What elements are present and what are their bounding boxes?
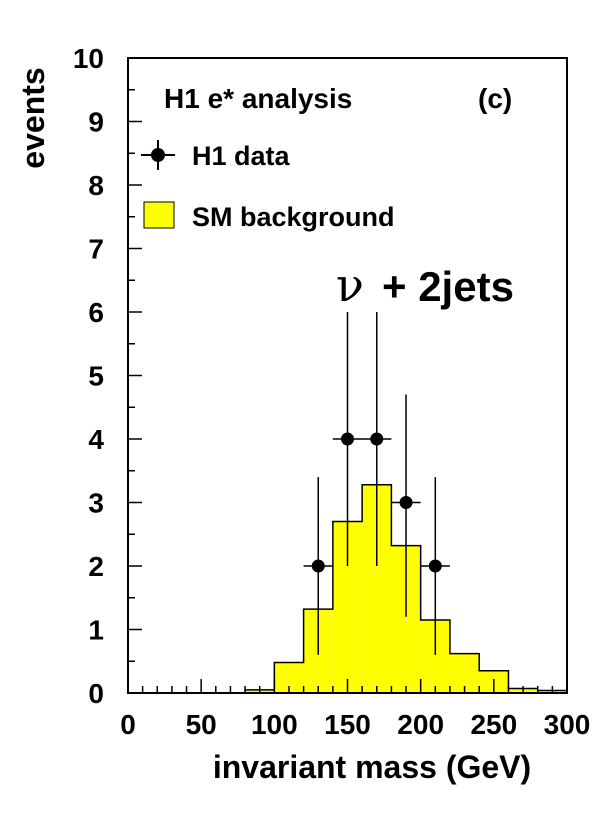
y-tick-label: 7 — [88, 234, 104, 265]
data-point — [332, 312, 363, 566]
y-tick-label: 6 — [88, 297, 104, 328]
y-tick-label: 5 — [88, 361, 104, 392]
axis-ticks — [127, 57, 568, 694]
y-tick-label: 2 — [88, 551, 104, 582]
channel-symbol: ν — [336, 258, 364, 312]
data-point-marker — [311, 559, 325, 573]
x-tick-label: 100 — [251, 709, 298, 740]
x-tick-label: 300 — [544, 709, 591, 740]
data-point — [362, 312, 392, 566]
legend-label-sm-background: SM background — [192, 202, 395, 232]
x-tick-label: 250 — [470, 709, 517, 740]
legend-swatch-sm-background — [143, 201, 175, 229]
data-points — [303, 312, 450, 655]
data-point-marker — [428, 559, 442, 573]
y-tick-label: 10 — [73, 43, 104, 74]
y-axis-title: events — [15, 67, 51, 168]
legend-marker-h1-data — [141, 140, 175, 170]
x-tick-label: 0 — [120, 709, 136, 740]
data-point-marker — [370, 432, 384, 446]
legend-label-h1-data: H1 data — [192, 141, 291, 171]
x-tick-label: 200 — [397, 709, 444, 740]
legend: H1 data SM background — [141, 140, 395, 232]
channel-label: ν + 2jets — [336, 258, 514, 312]
y-tick-label: 4 — [88, 424, 104, 455]
data-point — [420, 477, 450, 655]
y-tick-label: 1 — [88, 615, 104, 646]
data-point — [303, 477, 333, 655]
data-point-marker — [341, 432, 354, 446]
y-tick-label: 9 — [88, 107, 104, 138]
channel-text: + 2jets — [382, 263, 514, 310]
data-point — [391, 394, 421, 617]
x-tick-label: 150 — [324, 709, 371, 740]
y-tick-label: 3 — [88, 488, 104, 519]
panel-label: (c) — [478, 83, 512, 114]
chart-title: H1 e* analysis — [164, 83, 352, 114]
tick-labels: 0 50 100 150 200 250 300 0 1 2 3 4 5 6 7 8 9 10 — [73, 43, 591, 740]
y-tick-label: 8 — [88, 170, 104, 201]
data-point-marker — [399, 496, 413, 509]
x-axis-title: invariant mass (GeV) — [213, 749, 531, 785]
x-tick-label: 50 — [186, 709, 217, 740]
y-tick-label: 0 — [88, 678, 104, 709]
